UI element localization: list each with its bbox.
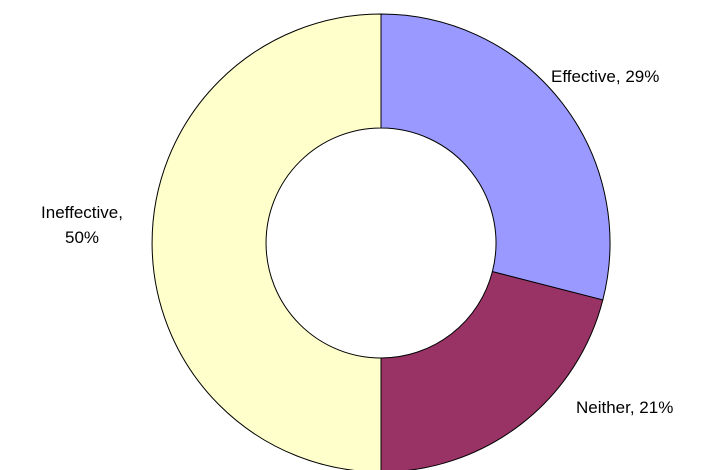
slice-neither [380,270,604,470]
slice-label-neither: Neither, 21% [576,398,673,417]
donut-slices [151,13,611,470]
slice-effective [380,13,611,301]
slice-label-effective: Effective, 29% [551,67,659,86]
slice-label-ineffective: Ineffective, 50% [41,203,123,247]
slice-ineffective [151,13,382,470]
slice-labels: Effective, 29% Neither, 21% Ineffective, 50… [41,67,673,417]
